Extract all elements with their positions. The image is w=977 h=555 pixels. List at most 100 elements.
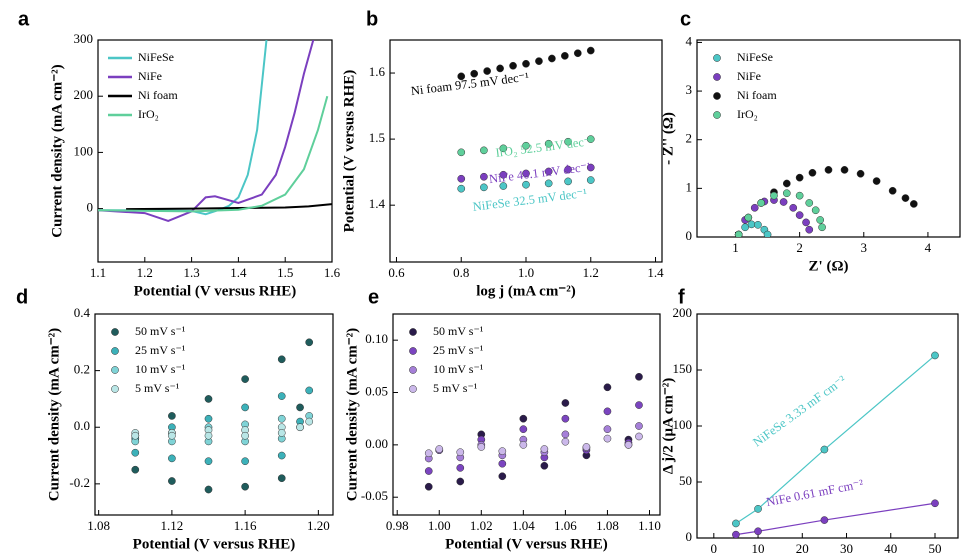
- point: [519, 441, 528, 449]
- x-tick-label: 1.4: [230, 265, 247, 280]
- y-tick-label: -0.2: [69, 475, 90, 490]
- point: [795, 211, 804, 219]
- line: [98, 95, 329, 213]
- point: [544, 179, 553, 188]
- legend-label: 5 mV s⁻¹: [135, 381, 180, 395]
- point: [277, 355, 286, 364]
- point: [820, 445, 829, 454]
- point: [603, 425, 612, 434]
- point: [635, 432, 643, 441]
- point: [540, 461, 549, 470]
- legend-swatch: [409, 328, 417, 336]
- point: [499, 170, 508, 179]
- legend-label: 25 mV s⁻¹: [433, 343, 484, 357]
- point: [856, 169, 865, 178]
- plot-frame: [696, 39, 961, 238]
- point: [782, 179, 791, 188]
- point: [535, 57, 543, 65]
- point: [561, 430, 570, 439]
- y-tick-label: 0.00: [365, 436, 388, 451]
- legend-swatch: [409, 347, 417, 355]
- point: [754, 220, 762, 229]
- point: [480, 183, 488, 192]
- plot-area: [734, 166, 918, 237]
- point: [498, 472, 507, 481]
- x-tick-label: 20: [796, 541, 809, 555]
- point: [931, 499, 939, 508]
- legend-swatch: [713, 73, 721, 81]
- point: [470, 69, 479, 78]
- point: [204, 485, 213, 494]
- point: [456, 448, 465, 457]
- panel-label: c: [680, 8, 691, 30]
- point: [277, 474, 286, 483]
- point: [795, 191, 804, 200]
- point: [305, 417, 314, 426]
- legend-label: 10 mV s⁻¹: [135, 362, 186, 376]
- point: [424, 449, 433, 458]
- x-tick-label: 1.02: [470, 518, 493, 533]
- point: [277, 451, 286, 460]
- annotation: NiFeSe 32.5 mV dec⁻¹: [472, 186, 588, 214]
- x-tick-label: 1.1: [90, 265, 106, 280]
- point: [763, 230, 772, 237]
- annotation: NiFe 0.61 mF cm⁻²: [765, 477, 865, 510]
- y-axis-label: Current density (mA cm⁻²): [49, 64, 65, 237]
- point: [805, 199, 814, 207]
- x-tick-label: 1.0: [518, 265, 534, 280]
- annotation: IrO₂ 52.5 mV dec⁻¹: [495, 134, 595, 160]
- point: [603, 383, 612, 392]
- point: [779, 198, 788, 206]
- y-axis-label: Potential (V versus RHE): [341, 70, 357, 233]
- x-tick-label: 0.8: [453, 265, 469, 280]
- x-tick-label: 1.5: [277, 265, 293, 280]
- point: [888, 186, 897, 195]
- point: [741, 223, 749, 232]
- point: [802, 218, 810, 227]
- point: [522, 59, 530, 68]
- plot-frame: [696, 313, 959, 539]
- point: [635, 372, 643, 381]
- x-axis-label: Z' (Ω): [809, 258, 849, 274]
- point: [480, 172, 488, 181]
- plot-frame: [392, 313, 661, 516]
- y-tick-label: 50: [679, 473, 692, 488]
- point: [435, 445, 444, 453]
- y-tick-label: 200: [74, 87, 94, 102]
- point: [548, 54, 556, 63]
- point: [241, 375, 249, 383]
- point: [457, 72, 466, 81]
- legend-label: 5 mV s⁻¹: [433, 381, 478, 395]
- x-tick-label: 10: [752, 541, 765, 555]
- x-tick-label: 1.12: [161, 518, 184, 533]
- y-tick-label: 0.0: [74, 418, 90, 433]
- fit-line: [735, 502, 936, 536]
- y-tick-label: 1: [686, 179, 693, 194]
- legend-label: NiFe: [138, 69, 162, 83]
- plot-area: [732, 351, 939, 538]
- y-tick-label: 2: [686, 131, 693, 146]
- point: [805, 225, 814, 234]
- point: [782, 189, 791, 198]
- point: [522, 180, 530, 189]
- point: [561, 52, 569, 60]
- y-tick-label: 0.2: [74, 362, 90, 377]
- point: [457, 174, 466, 183]
- y-tick-label: 1.5: [369, 130, 385, 145]
- point: [483, 67, 491, 75]
- x-tick-label: 0.6: [388, 265, 405, 280]
- point: [757, 199, 765, 207]
- legend-label: NiFe: [737, 69, 761, 83]
- y-tick-label: -0.05: [361, 488, 388, 503]
- plot-area: [457, 46, 595, 193]
- y-tick-label: 1.6: [369, 64, 386, 79]
- point: [586, 135, 595, 143]
- point: [816, 216, 825, 224]
- y-tick-label: 0.05: [365, 384, 388, 399]
- point: [456, 464, 465, 472]
- point: [635, 401, 643, 409]
- legend-swatch: [713, 111, 721, 119]
- point: [635, 422, 643, 430]
- point: [540, 445, 549, 453]
